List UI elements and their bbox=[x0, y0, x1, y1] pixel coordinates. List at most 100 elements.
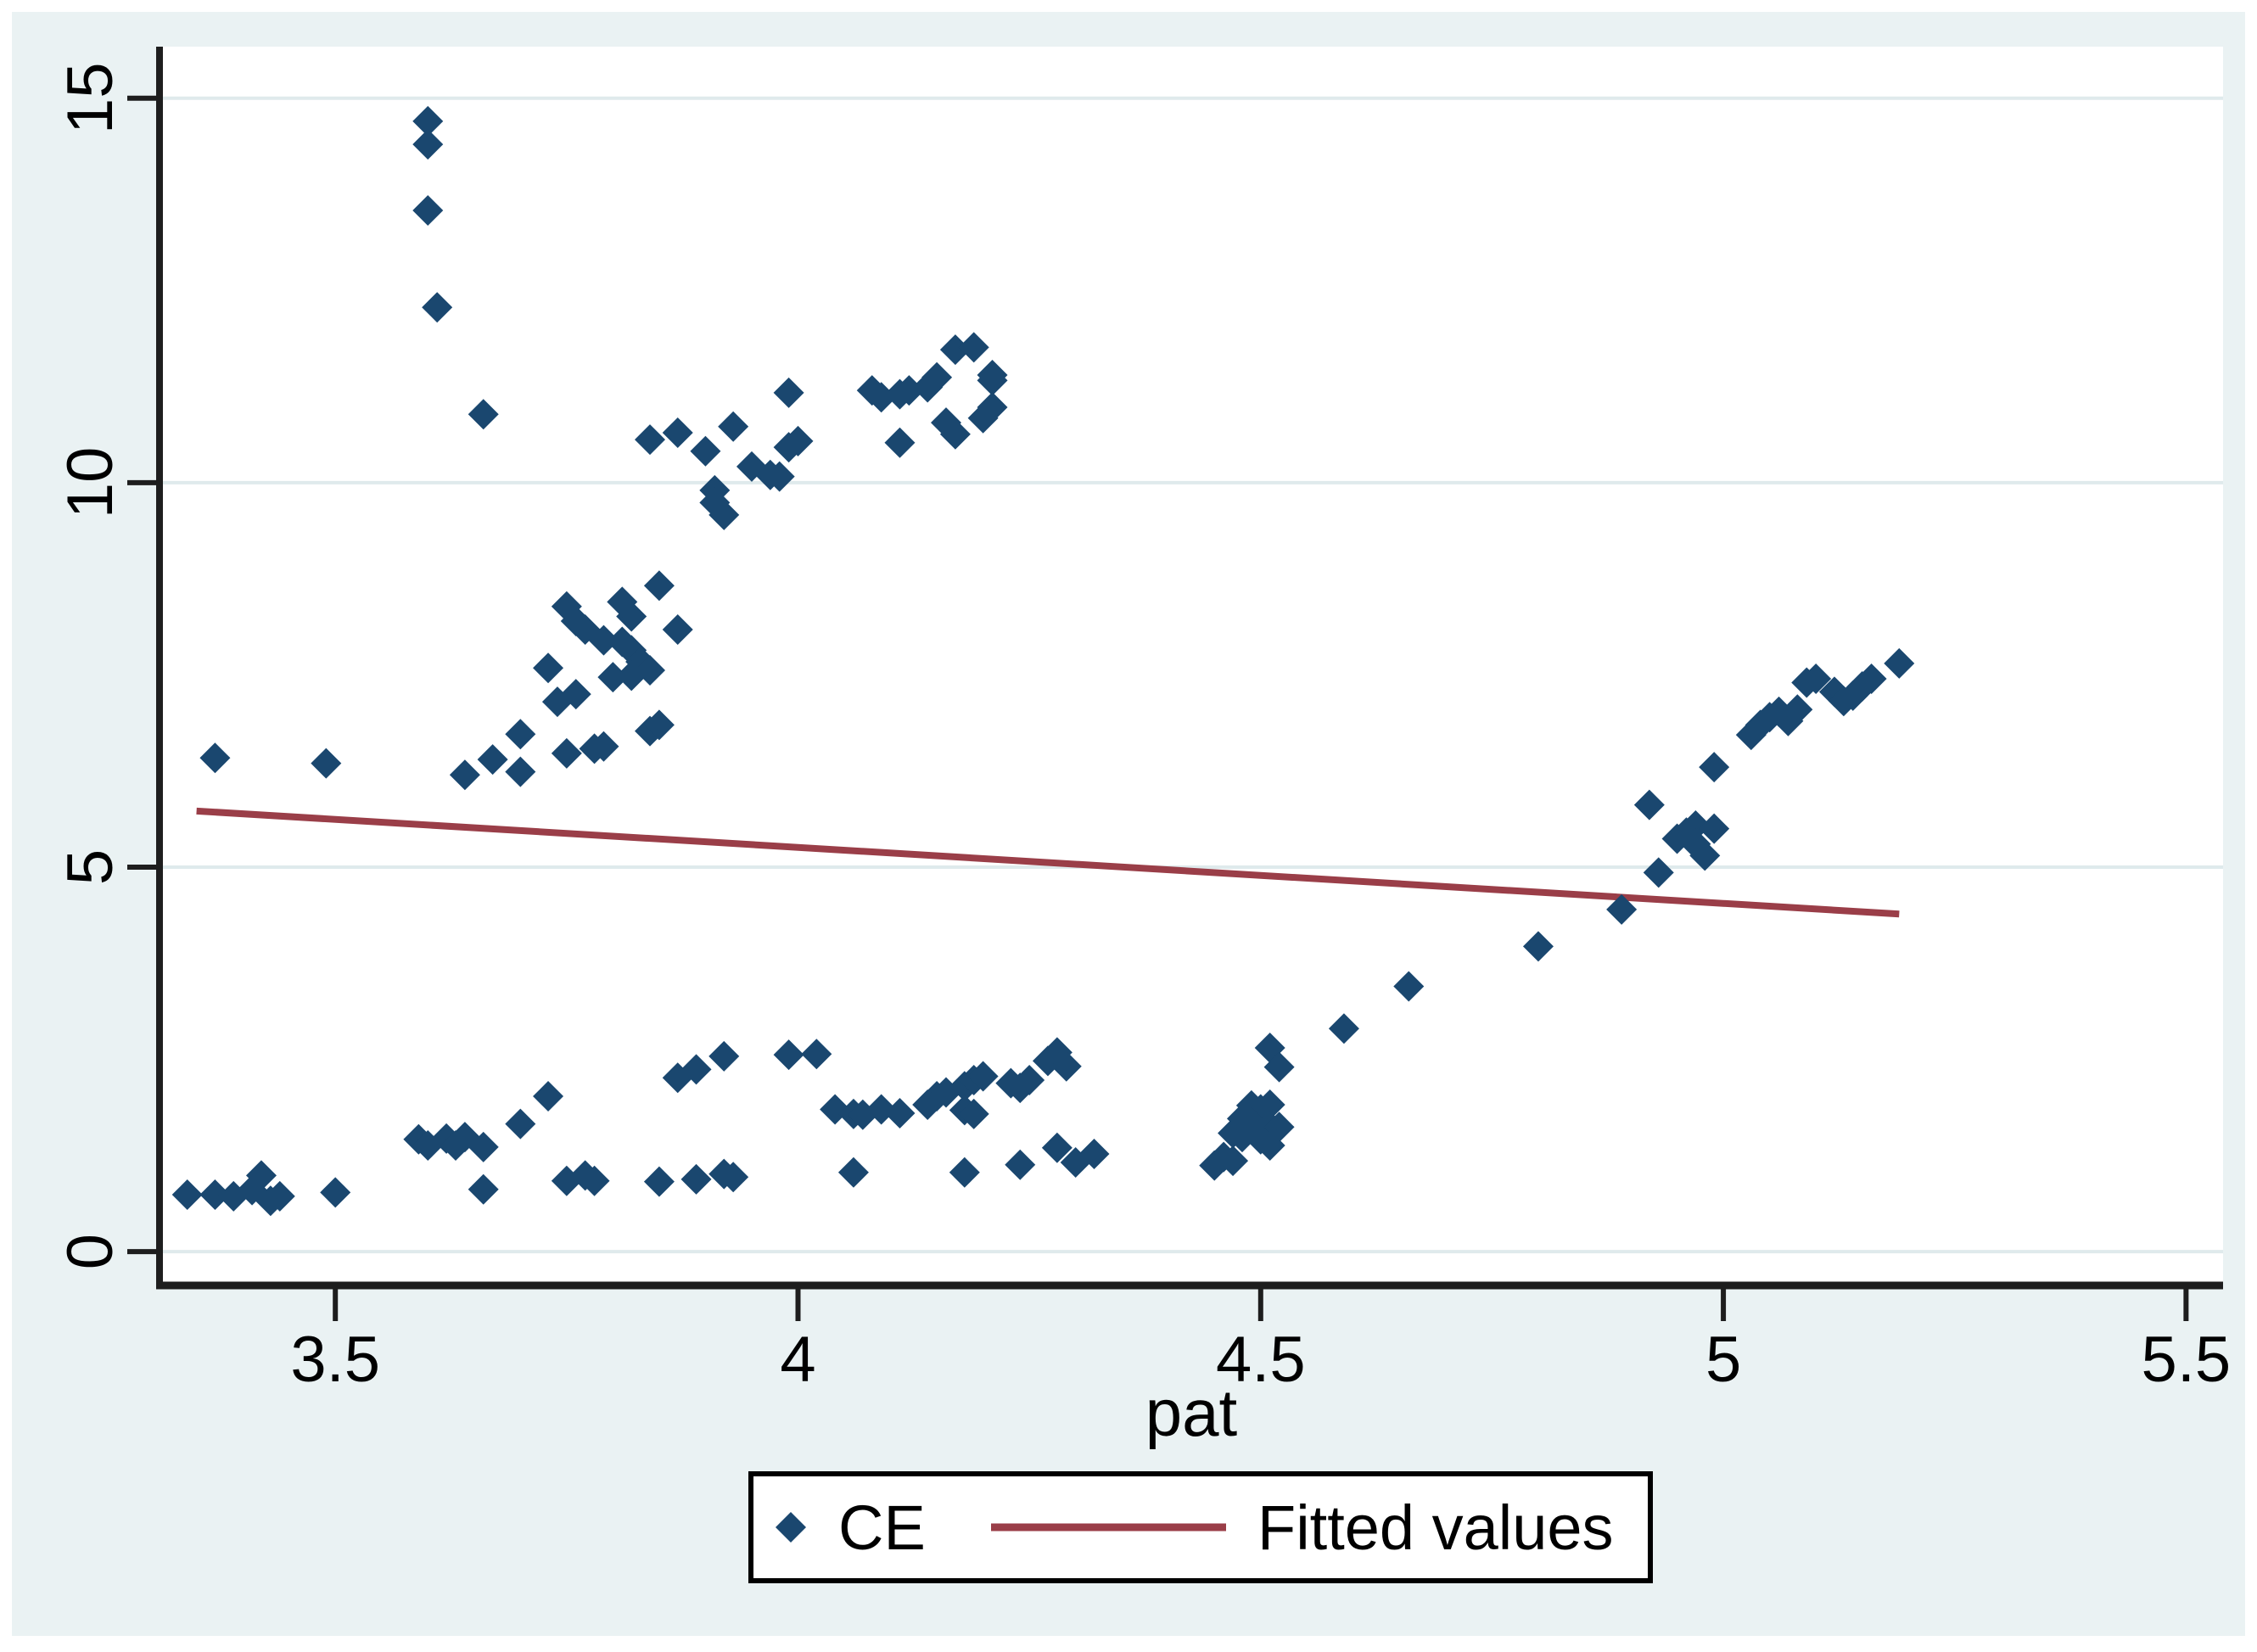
data-point-diamond bbox=[865, 382, 897, 413]
data-point-diamond bbox=[560, 679, 591, 710]
data-point-diamond bbox=[533, 1081, 564, 1112]
data-point-diamond bbox=[884, 427, 916, 458]
data-point-diamond bbox=[449, 759, 480, 791]
data-point-diamond bbox=[412, 105, 444, 137]
plot-area bbox=[160, 47, 2223, 1285]
data-point-diamond bbox=[1014, 1065, 1045, 1096]
data-point-diamond bbox=[1689, 840, 1721, 871]
data-point-diamond bbox=[680, 1054, 712, 1085]
data-point-diamond bbox=[690, 435, 721, 467]
data-point-diamond bbox=[801, 1039, 832, 1070]
data-point-diamond bbox=[1254, 1089, 1285, 1121]
data-point-diamond bbox=[718, 1162, 749, 1193]
data-point-diamond bbox=[1393, 971, 1425, 1002]
x-tick-label: 5 bbox=[1705, 1324, 1741, 1396]
legend: CE Fitted values bbox=[748, 1471, 1653, 1583]
data-point-diamond bbox=[1522, 931, 1554, 962]
data-point-diamond bbox=[643, 709, 675, 741]
data-point-diamond bbox=[412, 195, 444, 227]
data-point-diamond bbox=[939, 418, 971, 450]
data-point-diamond bbox=[311, 748, 342, 779]
data-point-diamond bbox=[597, 662, 629, 693]
data-point-diamond bbox=[551, 737, 582, 769]
data-point-diamond bbox=[1041, 1132, 1072, 1163]
data-point-diamond bbox=[171, 1179, 203, 1211]
data-point-diamond bbox=[708, 1040, 740, 1072]
data-point-diamond bbox=[579, 1165, 610, 1196]
data-point-diamond bbox=[1633, 789, 1665, 820]
data-point-diamond bbox=[949, 1156, 980, 1188]
data-point-diamond bbox=[1328, 1013, 1359, 1044]
data-point-diamond bbox=[1078, 1139, 1110, 1170]
data-point-diamond bbox=[468, 1131, 499, 1162]
data-point-diamond bbox=[607, 586, 638, 618]
y-tick-label: 15 bbox=[54, 62, 126, 134]
data-point-diamond bbox=[1884, 647, 1915, 679]
data-point-diamond bbox=[958, 1098, 989, 1129]
data-point-diamond bbox=[1199, 1150, 1230, 1181]
data-point-diamond bbox=[1801, 663, 1832, 694]
data-point-diamond bbox=[505, 719, 536, 750]
y-tick-label: 5 bbox=[54, 849, 126, 885]
data-point-diamond bbox=[320, 1177, 351, 1208]
y-tick-label: 10 bbox=[54, 447, 126, 519]
data-point-diamond bbox=[958, 332, 989, 363]
data-point-diamond bbox=[773, 1039, 804, 1071]
tick-labels-layer: 0 5 10 15 3.5 4 4.5 5 5.5 bbox=[54, 62, 2231, 1396]
data-point-diamond bbox=[921, 361, 953, 393]
data-point-diamond bbox=[468, 399, 499, 430]
data-point-diamond bbox=[422, 292, 453, 323]
data-point-diamond bbox=[1643, 857, 1674, 888]
data-point-diamond bbox=[588, 731, 619, 762]
data-point-diamond bbox=[635, 424, 666, 456]
data-point-diamond bbox=[939, 334, 971, 366]
fitted-values-line bbox=[196, 807, 1900, 918]
data-point-diamond bbox=[977, 392, 1008, 423]
data-point-diamond bbox=[1606, 893, 1638, 925]
fitted-line-layer bbox=[196, 807, 1900, 918]
data-point-diamond bbox=[245, 1160, 277, 1191]
data-point-diamond bbox=[1005, 1149, 1036, 1180]
data-point-diamond bbox=[967, 1061, 999, 1092]
data-point-diamond bbox=[680, 1163, 712, 1195]
data-point-diamond bbox=[893, 375, 925, 406]
data-point-diamond bbox=[468, 1173, 499, 1205]
data-point-diamond bbox=[477, 744, 508, 776]
data-point-diamond bbox=[1782, 694, 1813, 725]
data-point-diamond bbox=[643, 1166, 675, 1197]
data-point-diamond bbox=[533, 652, 564, 684]
data-point-diamond bbox=[199, 1179, 231, 1211]
data-point-diamond bbox=[773, 377, 804, 408]
x-axis-title: pat bbox=[1145, 1375, 1238, 1450]
data-point-diamond bbox=[662, 417, 693, 448]
data-point-diamond bbox=[199, 742, 231, 774]
x-tick-label: 5.5 bbox=[2142, 1324, 2232, 1396]
data-point-diamond bbox=[412, 129, 444, 160]
data-point-diamond bbox=[662, 613, 693, 645]
data-point-diamond bbox=[264, 1180, 295, 1212]
data-point-diamond bbox=[1856, 663, 1887, 694]
data-point-diamond bbox=[616, 660, 647, 692]
data-point-diamond bbox=[708, 499, 740, 530]
y-tick-label: 0 bbox=[54, 1234, 126, 1269]
data-point-diamond bbox=[505, 756, 536, 787]
axes-layer bbox=[127, 47, 2223, 1321]
data-point-diamond bbox=[782, 425, 814, 456]
data-point-diamond bbox=[1254, 1130, 1285, 1162]
data-point-diamond bbox=[588, 624, 619, 656]
x-tick-label: 4.5 bbox=[1216, 1324, 1306, 1396]
x-tick-label: 4 bbox=[780, 1324, 815, 1396]
data-point-diamond bbox=[1699, 813, 1730, 844]
legend-label-ce: CE bbox=[838, 1492, 926, 1563]
legend-label-fitted-values: Fitted values bbox=[1257, 1492, 1614, 1563]
legend-marker-ce-diamond-icon bbox=[776, 1512, 806, 1543]
scatter-points-layer bbox=[171, 105, 1915, 1217]
data-point-diamond bbox=[977, 365, 1008, 396]
data-point-diamond bbox=[718, 411, 749, 442]
data-point-diamond bbox=[1226, 1122, 1257, 1153]
data-point-diamond bbox=[764, 461, 795, 492]
x-tick-label: 3.5 bbox=[290, 1324, 380, 1396]
data-point-diamond bbox=[505, 1108, 536, 1140]
